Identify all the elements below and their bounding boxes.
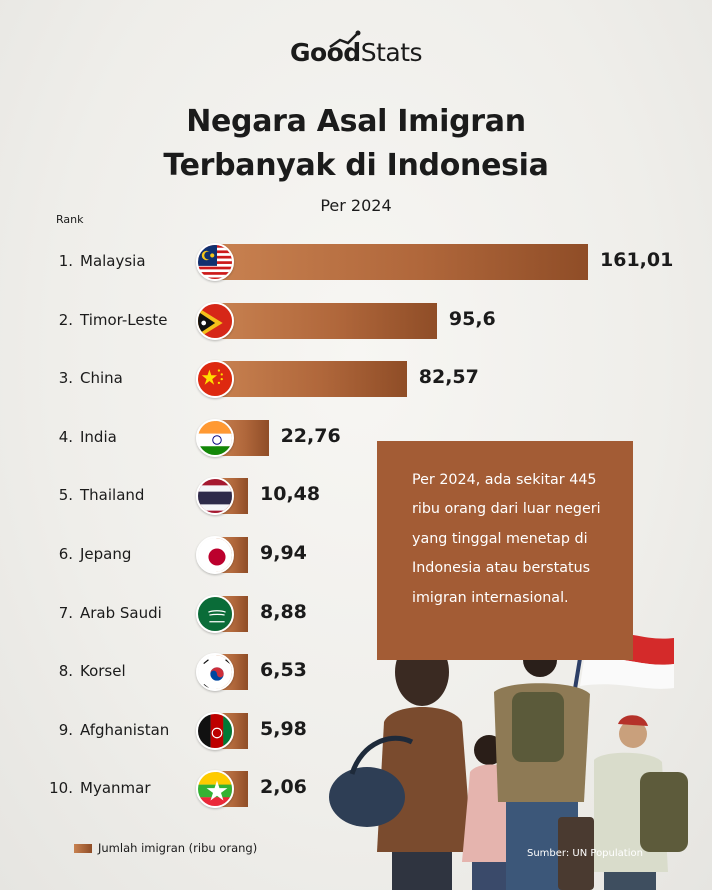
afghanistan-flag-icon <box>196 711 234 750</box>
data-label: 5,98 <box>260 717 307 740</box>
data-label: 6,53 <box>260 659 307 682</box>
data-label: 82,57 <box>418 366 479 389</box>
data-label: 95,6 <box>448 307 496 330</box>
rank-header: Rank <box>56 213 84 226</box>
saudi-arabia-flag-icon <box>196 594 234 633</box>
thailand-flag-icon <box>196 477 234 516</box>
callout-text: Per 2024, ada sekitar 445 ribu orang dar… <box>412 472 601 606</box>
legend-label: Jumlah imigran (ribu orang) <box>98 841 258 855</box>
country-name: China <box>80 369 123 388</box>
data-label: 161,01 <box>600 249 674 271</box>
category-label: 2. Timor-Leste <box>0 311 190 329</box>
category-label: 6. Jepang <box>0 545 190 563</box>
country-name: Timor-Leste <box>80 310 168 329</box>
data-label: 22,76 <box>280 424 341 447</box>
callout-box <box>377 441 633 660</box>
country-name: Korsel <box>80 662 126 681</box>
title-line-1: Negara Asal Imigran <box>186 104 526 139</box>
page-subtitle: Per 2024 <box>320 196 392 215</box>
data-label: 9,94 <box>260 542 307 564</box>
country-name: Jepang <box>80 545 132 563</box>
bar-china <box>216 361 407 398</box>
timor-leste-flag-icon <box>196 301 234 340</box>
page-title: Negara Asal Imigran Terbanyak di Indones… <box>0 100 712 188</box>
legend-swatch <box>74 844 92 853</box>
rank-number: 7. <box>58 603 73 622</box>
rank-number: 4. <box>58 427 73 446</box>
source-note: Sumber: UN Population <box>527 848 643 859</box>
title-line-2: Terbanyak di Indonesia <box>163 148 549 183</box>
category-label: 5. Thailand <box>0 486 190 504</box>
bar-timor-leste <box>216 302 437 339</box>
south-korea-flag-icon <box>196 653 234 692</box>
rank-number: 1. <box>58 252 73 270</box>
data-label: 10,48 <box>260 483 321 506</box>
category-label: 9. Afghanistan <box>0 721 190 739</box>
rank-number: 3. <box>58 369 73 388</box>
category-label: 7. Arab Saudi <box>0 604 190 622</box>
rank-number: 2. <box>58 310 73 329</box>
category-label: 3. China <box>0 369 190 387</box>
myanmar-flag-icon <box>196 770 234 809</box>
category-label: 4. India <box>0 428 190 446</box>
bar-malaysia <box>216 244 588 280</box>
country-name: Afghanistan <box>80 720 170 739</box>
chart-line-icon <box>329 30 361 49</box>
rank-number: 10. <box>49 779 73 798</box>
country-name: Thailand <box>80 486 145 505</box>
india-flag-icon <box>196 418 234 457</box>
category-label: 8. Korsel <box>0 662 190 680</box>
country-name: Arab Saudi <box>80 603 162 622</box>
china-flag-icon <box>196 360 234 399</box>
country-name: Malaysia <box>80 252 146 270</box>
rank-number: 6. <box>58 545 73 563</box>
japan-flag-icon <box>196 536 234 574</box>
rank-number: 5. <box>58 486 73 505</box>
country-name: India <box>80 427 117 446</box>
data-label: 8,88 <box>260 600 307 623</box>
brand-name-part2: Stats <box>360 38 423 67</box>
category-label: 10. Myanmar <box>0 779 190 797</box>
malaysia-flag-icon <box>196 243 234 281</box>
rank-number: 9. <box>58 720 73 739</box>
data-label: 2,06 <box>260 776 307 799</box>
country-name: Myanmar <box>80 779 151 798</box>
rank-number: 8. <box>58 662 73 681</box>
category-label: 1. Malaysia <box>0 252 190 270</box>
